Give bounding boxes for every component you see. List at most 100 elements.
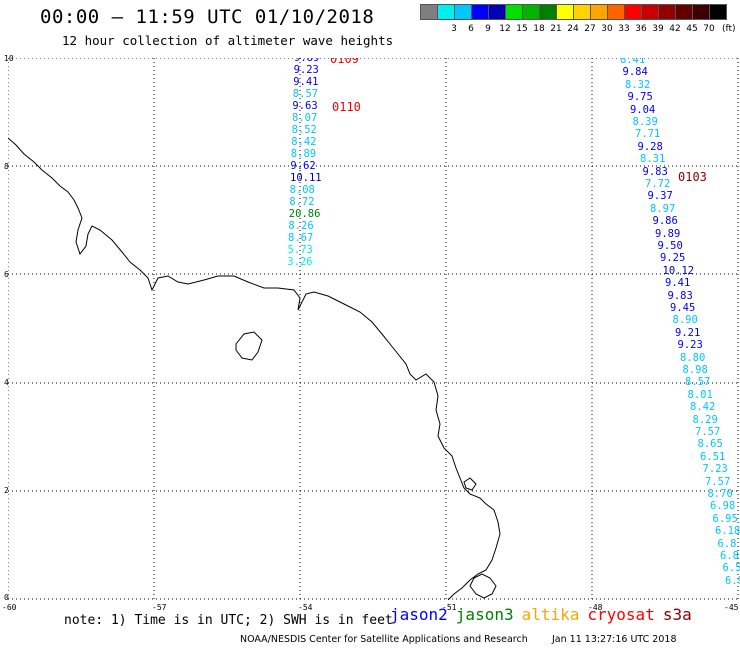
- scale-swatch: [556, 4, 574, 20]
- lon-label: -45: [724, 603, 739, 612]
- scale-label: 6: [468, 24, 474, 34]
- scale-label: 70: [703, 24, 715, 34]
- scale-label: 24: [567, 24, 579, 34]
- marajo-island: [469, 573, 497, 599]
- lat-label: 10: [4, 54, 14, 63]
- swh-value: 9.84: [622, 66, 648, 79]
- island-small: [463, 477, 477, 491]
- swh-value: 20.86: [288, 208, 321, 220]
- island: [235, 331, 263, 361]
- swh-value: 8.01: [687, 388, 713, 401]
- swh-value: 9.41: [665, 277, 691, 290]
- map-canvas: [8, 58, 740, 600]
- scale-swatch: [471, 4, 489, 20]
- scale-swatch: [709, 4, 727, 20]
- scale-label: 30: [601, 24, 613, 34]
- swh-value: 10.12: [662, 264, 695, 277]
- swh-value: 9.23: [293, 64, 319, 76]
- swh-value: 9.83: [642, 165, 668, 178]
- scale-label: 27: [584, 24, 596, 34]
- swh-value: 9.89: [294, 58, 320, 64]
- swh-value: 9.28: [637, 140, 663, 153]
- legend-s3a: s3a: [662, 605, 692, 624]
- scale-swatch: [573, 4, 591, 20]
- legend-cryosat: cryosat: [587, 605, 655, 624]
- swh-value: 6.8: [720, 550, 739, 562]
- scale-swatch: [420, 4, 438, 20]
- swh-value: 6.95: [712, 512, 738, 525]
- legend-jason3: jason3: [455, 605, 514, 624]
- page-subtitle: 12 hour collection of altimeter wave hei…: [62, 33, 394, 48]
- track-id-label: 0109: [330, 58, 359, 66]
- scale-label: 36: [635, 24, 647, 34]
- scale-label: 15: [516, 24, 528, 34]
- swh-value: 8.52: [291, 124, 317, 136]
- swh-value: 7.71: [635, 128, 661, 141]
- swh-value: 9.89: [655, 227, 681, 240]
- scale-swatch: [454, 4, 472, 20]
- swh-value: 10.11: [290, 172, 322, 184]
- swh-value: 7.57: [705, 475, 731, 488]
- lat-label: 0: [4, 593, 9, 602]
- swh-value: 6.18: [715, 525, 740, 538]
- map-area[interactable]: 9.89 9.23 9.41 8.57 9.63 8.07 8.52 8.42 8.89 9.62…: [8, 58, 740, 600]
- credit: NOAA/NESDIS Center for Satellite Applica…: [240, 634, 528, 645]
- scale-swatch: [692, 4, 710, 20]
- swh-value: 8.42: [291, 136, 317, 148]
- swh-value: 9.63: [292, 100, 318, 112]
- scale-swatch: [641, 4, 659, 20]
- footer-note: note: 1) Time is in UTC; 2) SWH is in fe…: [64, 613, 393, 628]
- swh-value: 9.25: [660, 252, 686, 265]
- scale-swatch: [658, 4, 676, 20]
- scale-unit: (ft): [722, 24, 736, 34]
- swh-value: 9.62: [290, 160, 316, 172]
- swh-value: 8.32: [625, 78, 651, 91]
- scale-swatch: [590, 4, 608, 20]
- swh-value: 9.50: [657, 240, 683, 252]
- lat-label: 4: [4, 378, 9, 387]
- swh-value: 6.8: [717, 537, 737, 550]
- swh-value: 9.23: [677, 339, 703, 352]
- swh-value: 9.75: [627, 91, 653, 104]
- swh-value: 9.04: [630, 103, 656, 116]
- scale-swatch: [624, 4, 642, 20]
- scale-swatch: [522, 4, 540, 20]
- scale-swatch: [675, 4, 693, 20]
- lon-label: -51: [442, 603, 457, 612]
- page-title: 00:00 – 11:59 UTC 01/10/2018: [40, 6, 375, 28]
- swh-value: 8.57: [292, 88, 319, 100]
- swh-value: 8.29: [692, 413, 718, 426]
- swh-value: 8.90: [672, 314, 698, 327]
- swh-value: 8.80: [680, 351, 706, 364]
- swh-value: 5.73: [287, 244, 313, 256]
- scale-label: 42: [669, 24, 681, 34]
- lat-label: 8: [4, 162, 9, 171]
- scale-label: 21: [550, 24, 562, 34]
- swh-value: 8.39: [632, 116, 658, 128]
- swh-value: 8.57: [685, 376, 711, 389]
- swh-value: 8.98: [682, 364, 708, 376]
- swh-value: 6.98: [710, 500, 736, 513]
- lon-label: -54: [298, 603, 313, 612]
- swh-value: 7.23: [702, 463, 728, 476]
- swh-value: 8.89: [290, 148, 317, 160]
- swh-value: 8.67: [288, 232, 314, 244]
- scale-label: 3: [451, 24, 457, 34]
- scale-label: 9: [485, 24, 491, 34]
- swh-value: 8.31: [640, 153, 666, 166]
- scale-label: 33: [618, 24, 630, 34]
- graticule: [8, 58, 740, 600]
- scale-label: 12: [499, 24, 511, 34]
- swh-value: 8.65: [697, 438, 723, 451]
- swh-value: 8.97: [650, 202, 676, 215]
- swh-value: 8.26: [288, 220, 314, 232]
- swh-value: 8.42: [690, 401, 716, 414]
- swh-value: 8.08: [289, 184, 315, 196]
- scale-swatch: [437, 4, 455, 20]
- swh-value: 9.21: [675, 326, 701, 339]
- swh-value: 7.72: [645, 178, 671, 190]
- lon-label: -60: [2, 603, 17, 612]
- swh-value: 6.9: [725, 574, 740, 587]
- lat-label: 2: [4, 486, 9, 495]
- swh-value: 7.57: [695, 426, 721, 438]
